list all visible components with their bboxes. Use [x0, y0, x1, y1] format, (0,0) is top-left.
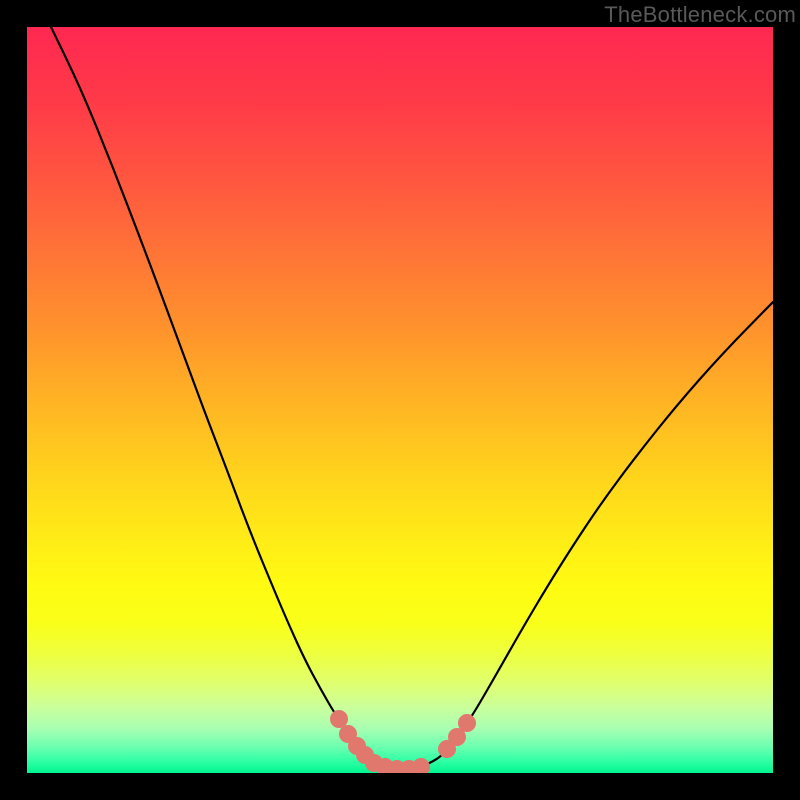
bottleneck-curve: [51, 27, 773, 769]
chart-curve-layer: [27, 27, 773, 773]
curve-marker: [449, 729, 466, 746]
curve-marker: [331, 711, 348, 728]
highlighted-markers: [331, 711, 476, 774]
curve-marker: [459, 715, 476, 732]
chart-plot-area: [27, 27, 773, 773]
curve-marker: [413, 759, 430, 774]
watermark-text: TheBottleneck.com: [604, 2, 796, 28]
